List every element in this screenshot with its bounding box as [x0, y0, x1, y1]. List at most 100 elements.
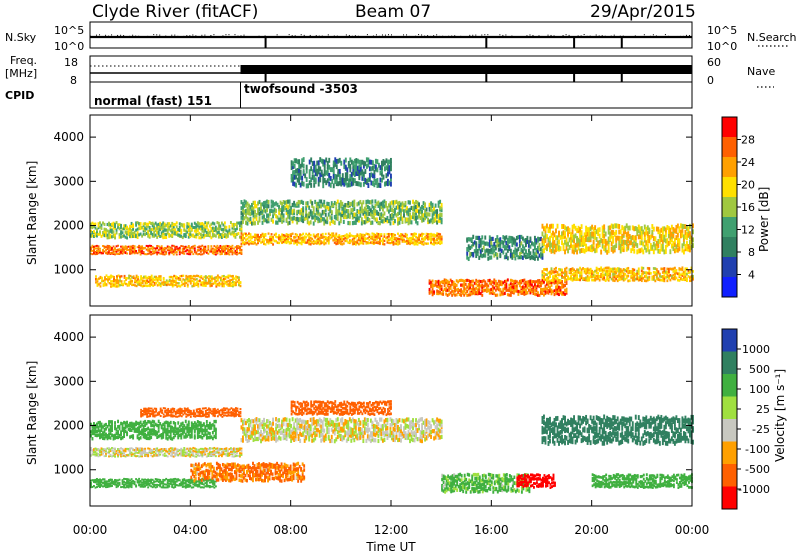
- echo-cell: [550, 223, 553, 229]
- echo-cell: [323, 171, 326, 177]
- echo-cell: [598, 274, 601, 278]
- echo-cell: [385, 173, 388, 179]
- nsearch-dot: [442, 35, 444, 37]
- echo-cell: [529, 238, 532, 243]
- echo-cell: [112, 434, 115, 438]
- echo-cell: [135, 250, 138, 252]
- echo-cell: [150, 221, 153, 226]
- echo-cell: [561, 240, 563, 246]
- echo-cell: [360, 217, 363, 222]
- nsearch-dot: [171, 34, 173, 36]
- echo-cell: [293, 181, 296, 187]
- echo-cell: [181, 250, 184, 253]
- echo-cell: [281, 219, 284, 224]
- echo-cell: [544, 290, 547, 294]
- echo-cell: [246, 221, 249, 226]
- echo-cell: [174, 229, 177, 234]
- echo-cell: [264, 200, 267, 205]
- echo-cell: [598, 233, 601, 239]
- echo-cell: [111, 420, 113, 424]
- echo-cell: [114, 285, 117, 288]
- echo-cell: [246, 208, 249, 214]
- echo-cell: [595, 229, 598, 235]
- echo-cell: [163, 246, 166, 249]
- echo-cell: [127, 427, 130, 431]
- echo-cell: [222, 223, 225, 227]
- echo-cell: [201, 436, 204, 440]
- echo-cell: [552, 275, 554, 278]
- echo-cell: [235, 232, 238, 236]
- echo-cell: [151, 250, 154, 253]
- echo-cell: [196, 232, 199, 237]
- echo-cell: [320, 158, 323, 164]
- echo-cell: [421, 209, 424, 214]
- echo-cell: [682, 270, 685, 274]
- echo-cell: [199, 227, 202, 231]
- echo-cell: [488, 288, 491, 292]
- echo-cell: [228, 245, 231, 248]
- echo-cell: [189, 253, 192, 256]
- echo-cell: [681, 268, 684, 272]
- nsearch-dot: [231, 36, 233, 38]
- echo-cell: [123, 280, 126, 283]
- echo-cell: [136, 227, 139, 231]
- echo-cell: [550, 283, 553, 287]
- echo-cell: [285, 207, 288, 213]
- echo-cell: [580, 268, 583, 272]
- nsearch-dot: [99, 34, 101, 36]
- echo-cell: [541, 248, 544, 254]
- echo-cell: [636, 249, 639, 255]
- echo-cell: [571, 248, 574, 254]
- echo-cell: [601, 243, 604, 249]
- echo-cell: [487, 284, 490, 288]
- echo-cell: [332, 239, 335, 242]
- nsearch-dot: [523, 36, 525, 38]
- echo-cell: [240, 224, 243, 228]
- echo-cell: [255, 236, 258, 239]
- echo-cell: [201, 224, 204, 228]
- echo-cell: [512, 249, 515, 254]
- echo-cell: [339, 216, 342, 221]
- echo-cell: [463, 279, 466, 283]
- echo-cell: [218, 281, 221, 284]
- echo-cell: [103, 222, 106, 226]
- echo-cell: [555, 274, 557, 277]
- echo-cell: [272, 235, 275, 239]
- echo-cell: [497, 238, 500, 243]
- echo-cell: [164, 283, 167, 286]
- echo-cell: [679, 233, 682, 239]
- echo-cell: [209, 279, 212, 282]
- echo-cell: [568, 268, 571, 272]
- echo-cell: [171, 233, 174, 237]
- echo-cell: [204, 247, 207, 250]
- echo-cell: [347, 234, 350, 237]
- echo-cell: [392, 200, 395, 205]
- echo-cell: [270, 240, 273, 243]
- echo-cell: [555, 247, 557, 253]
- echo-cell: [612, 267, 615, 271]
- echo-cell: [132, 275, 135, 278]
- echo-cell: [555, 279, 557, 283]
- echo-cell: [332, 234, 335, 238]
- echo-cell: [349, 176, 352, 182]
- echo-cell: [529, 291, 532, 295]
- echo-cell: [639, 240, 642, 246]
- echo-cell: [509, 248, 512, 253]
- echo-cell: [597, 243, 600, 249]
- echo-cell: [505, 282, 508, 286]
- nsearch-dot: [330, 36, 332, 38]
- echo-cell: [218, 283, 221, 286]
- echo-cell: [267, 213, 270, 218]
- echo-cell: [252, 206, 255, 211]
- echo-cell: [536, 256, 539, 261]
- echo-cell: [91, 231, 94, 235]
- echo-cell: [515, 289, 518, 293]
- echo-cell: [523, 292, 526, 296]
- echo-cell: [126, 277, 129, 280]
- echo-cell: [208, 233, 211, 237]
- echo-cell: [180, 433, 183, 437]
- echo-cell: [181, 245, 184, 248]
- echo-cell: [607, 272, 610, 276]
- echo-cell: [380, 205, 383, 210]
- echo-cell: [118, 433, 121, 438]
